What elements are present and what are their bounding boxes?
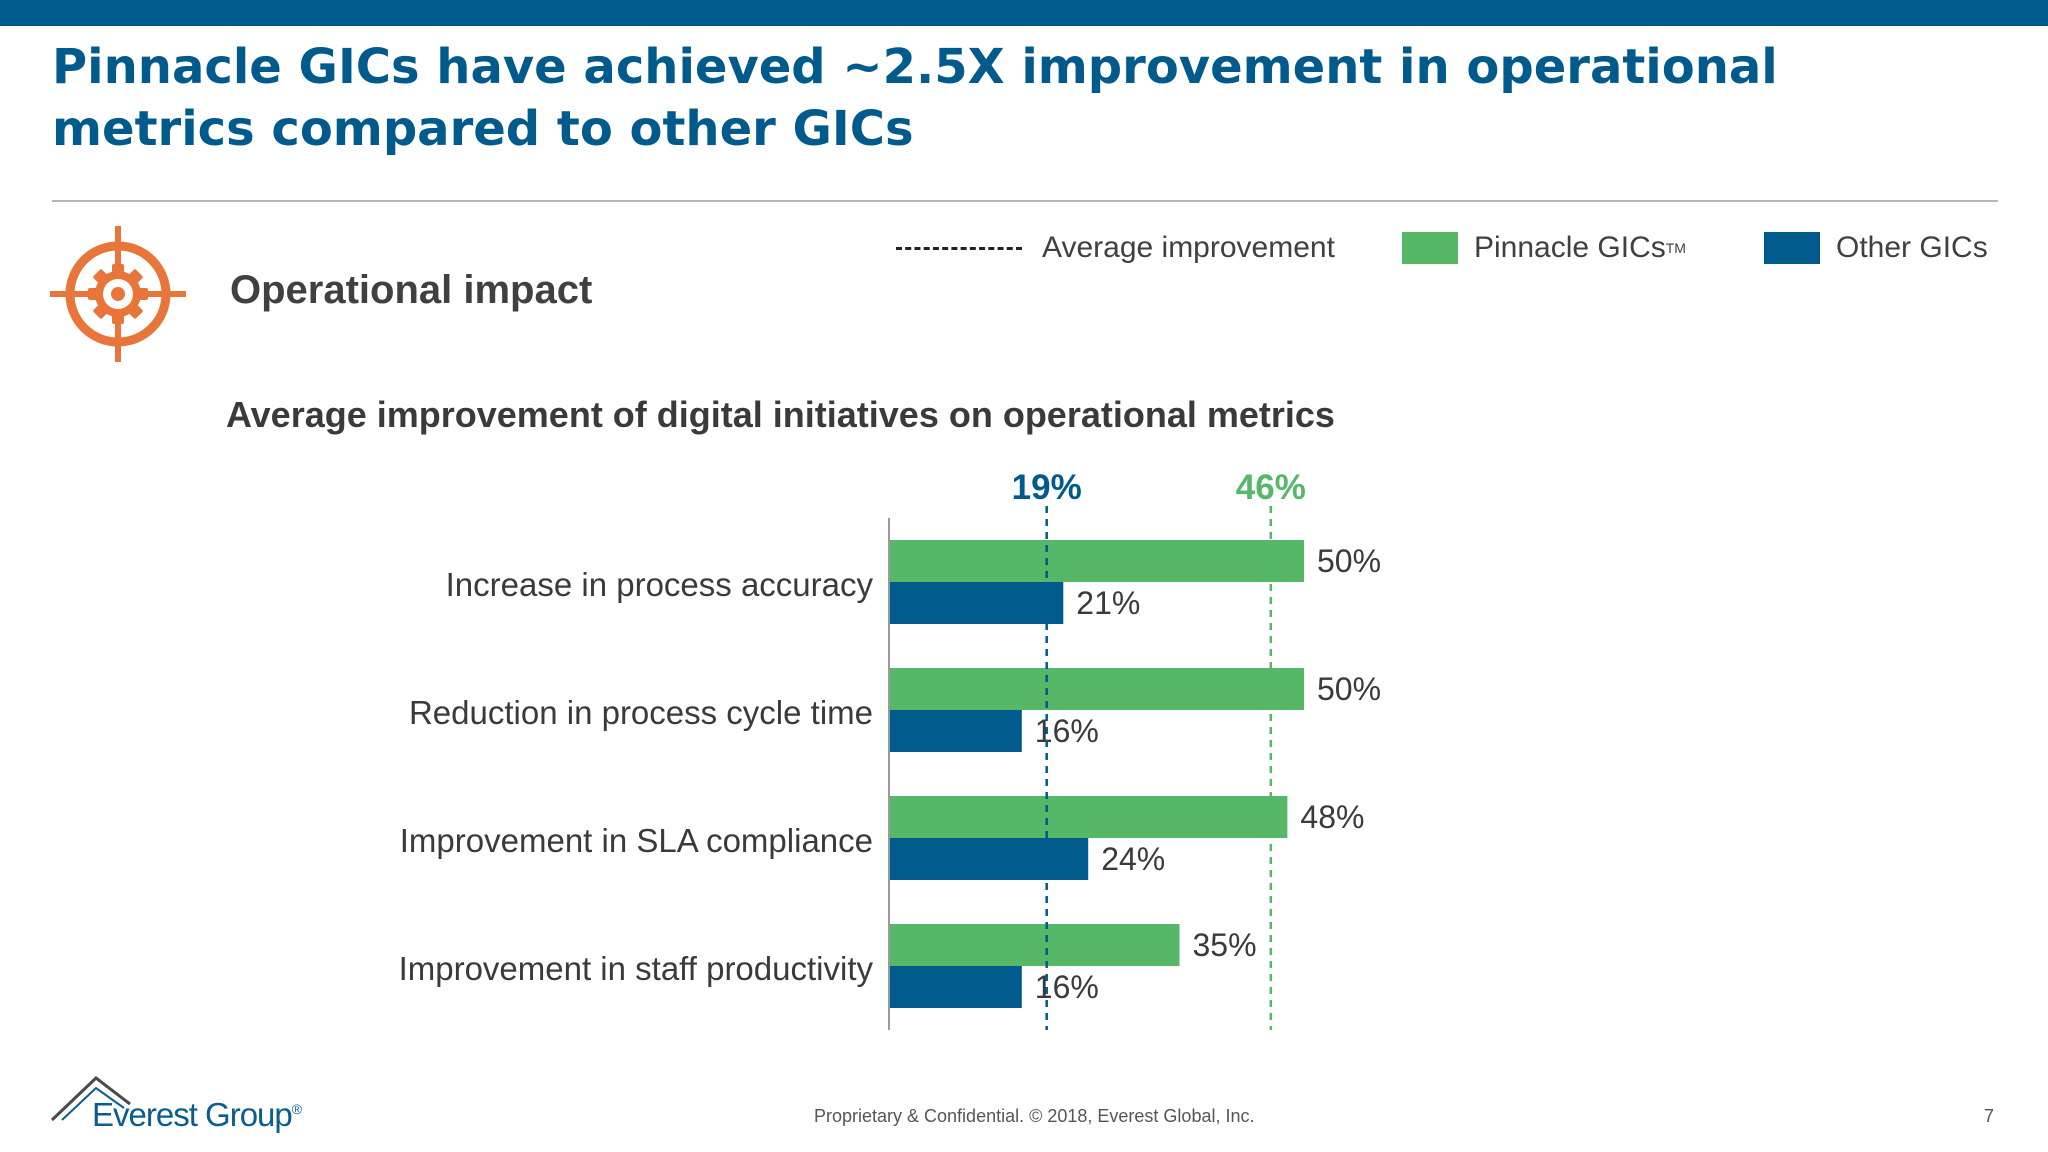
legend-pinnacle-swatch — [1402, 232, 1458, 264]
data-label-pinnacle: 50% — [1317, 671, 1381, 707]
legend-other-label: Other GICs — [1836, 231, 1988, 264]
section-title: Operational impact — [230, 268, 593, 312]
bar-pinnacle — [889, 668, 1304, 710]
bar-pinnacle — [889, 796, 1288, 838]
data-label-pinnacle: 50% — [1317, 543, 1381, 579]
legend-pinnacle: Pinnacle GICs TM — [1402, 226, 1686, 270]
chart-legend: Average improvement Pinnacle GICs TM Othe… — [0, 226, 2048, 270]
legend-other: Other GICs — [1764, 226, 1988, 270]
logo-wordmark: Everest Group® — [92, 1096, 302, 1134]
category-label: Improvement in staff productivity — [399, 950, 874, 987]
slide-title: Pinnacle GICs have achieved ~2.5X improv… — [52, 39, 1778, 157]
bar-other — [889, 582, 1064, 624]
category-label: Increase in process accuracy — [446, 566, 874, 603]
bar-other — [889, 966, 1022, 1008]
category-label: Reduction in process cycle time — [409, 694, 873, 731]
mountain-peak-icon — [50, 1076, 131, 1122]
bar-chart: Increase in process accuracy 50% 21% Reduct… — [399, 468, 1381, 1030]
trademark-mark: TM — [1665, 240, 1686, 256]
chart-title: Average improvement of digital initiativ… — [226, 394, 1335, 435]
page-number: 7 — [1984, 1106, 1995, 1126]
footer-copyright: Proprietary & Confidential. © 2018, Ever… — [814, 1106, 1255, 1126]
everest-group-logo: Everest Group® — [50, 1074, 302, 1140]
target-gear-icon — [50, 226, 186, 362]
bar-other — [889, 838, 1089, 880]
registered-mark: ® — [291, 1101, 302, 1117]
data-label-pinnacle: 48% — [1300, 799, 1364, 835]
data-label-other: 16% — [1035, 969, 1099, 1005]
logo-text: Everest Group — [92, 1096, 293, 1133]
bar-pinnacle — [889, 924, 1180, 966]
bar-other — [889, 710, 1022, 752]
data-label-other: 16% — [1035, 713, 1099, 749]
legend-other-swatch — [1764, 232, 1820, 264]
average-label-pinnacle: 46% — [1236, 468, 1306, 507]
legend-average: Average improvement — [896, 226, 1335, 270]
legend-pinnacle-label: Pinnacle GICs — [1474, 231, 1666, 264]
category-label: Improvement in SLA compliance — [400, 822, 873, 859]
legend-average-label: Average improvement — [1042, 231, 1335, 264]
data-label-other: 21% — [1076, 585, 1140, 621]
data-label-pinnacle: 35% — [1193, 927, 1257, 963]
title-divider — [52, 200, 1998, 202]
bar-pinnacle — [889, 540, 1304, 582]
average-label-other: 19% — [1012, 468, 1082, 507]
data-label-other: 24% — [1101, 841, 1165, 877]
top-banner — [0, 0, 2048, 26]
dashed-line-icon — [896, 246, 1022, 250]
